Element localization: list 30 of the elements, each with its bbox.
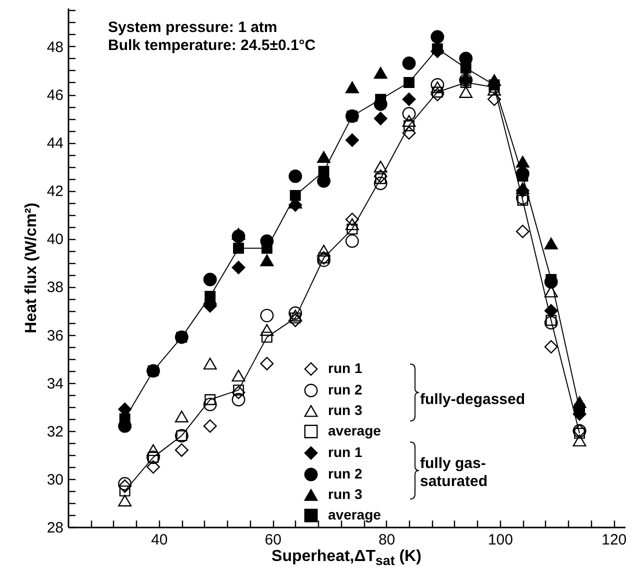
annotation: fully-degassed [420, 391, 526, 408]
y-tick-label: 36 [46, 327, 64, 344]
x-tick-label: 40 [151, 532, 168, 548]
legend-label: average [328, 506, 382, 522]
annotation: fully gas-saturated [420, 455, 488, 490]
y-tick-label: 48 [46, 38, 64, 56]
y-tick-label: 30 [46, 471, 64, 488]
y-tick-label: 28 [46, 520, 64, 536]
y-tick-label: 44 [46, 135, 64, 152]
y-axis-title: Heat flux (W/cm²) [22, 202, 40, 334]
y-tick-label: 40 [46, 231, 64, 248]
annotation: Bulk temperature: 24.5±0.1°C [108, 37, 316, 54]
legend-label: run 1 [328, 444, 362, 460]
legend-label: run 2 [328, 466, 362, 482]
y-tick-label: 42 [46, 183, 64, 200]
x-tick-label: 100 [488, 532, 513, 548]
y-tick-label: 46 [46, 87, 64, 104]
x-tick-label: 120 [602, 532, 627, 548]
legend-label: average [328, 422, 382, 438]
y-tick-label: 34 [46, 375, 64, 392]
annotation: System pressure: 1 atm [108, 19, 278, 36]
legend-label: run 3 [328, 402, 362, 418]
y-tick-label: 32 [46, 423, 64, 440]
x-axis-title: Superheat,ΔT$_{sat}$ (K) [270, 548, 422, 568]
x-tick-label: 60 [264, 532, 282, 548]
legend-label: run 1 [328, 360, 362, 376]
legend-label: run 2 [328, 382, 362, 398]
legend-label: run 3 [328, 486, 362, 502]
y-tick-label: 38 [46, 279, 64, 296]
x-tick-label: 80 [378, 532, 396, 548]
